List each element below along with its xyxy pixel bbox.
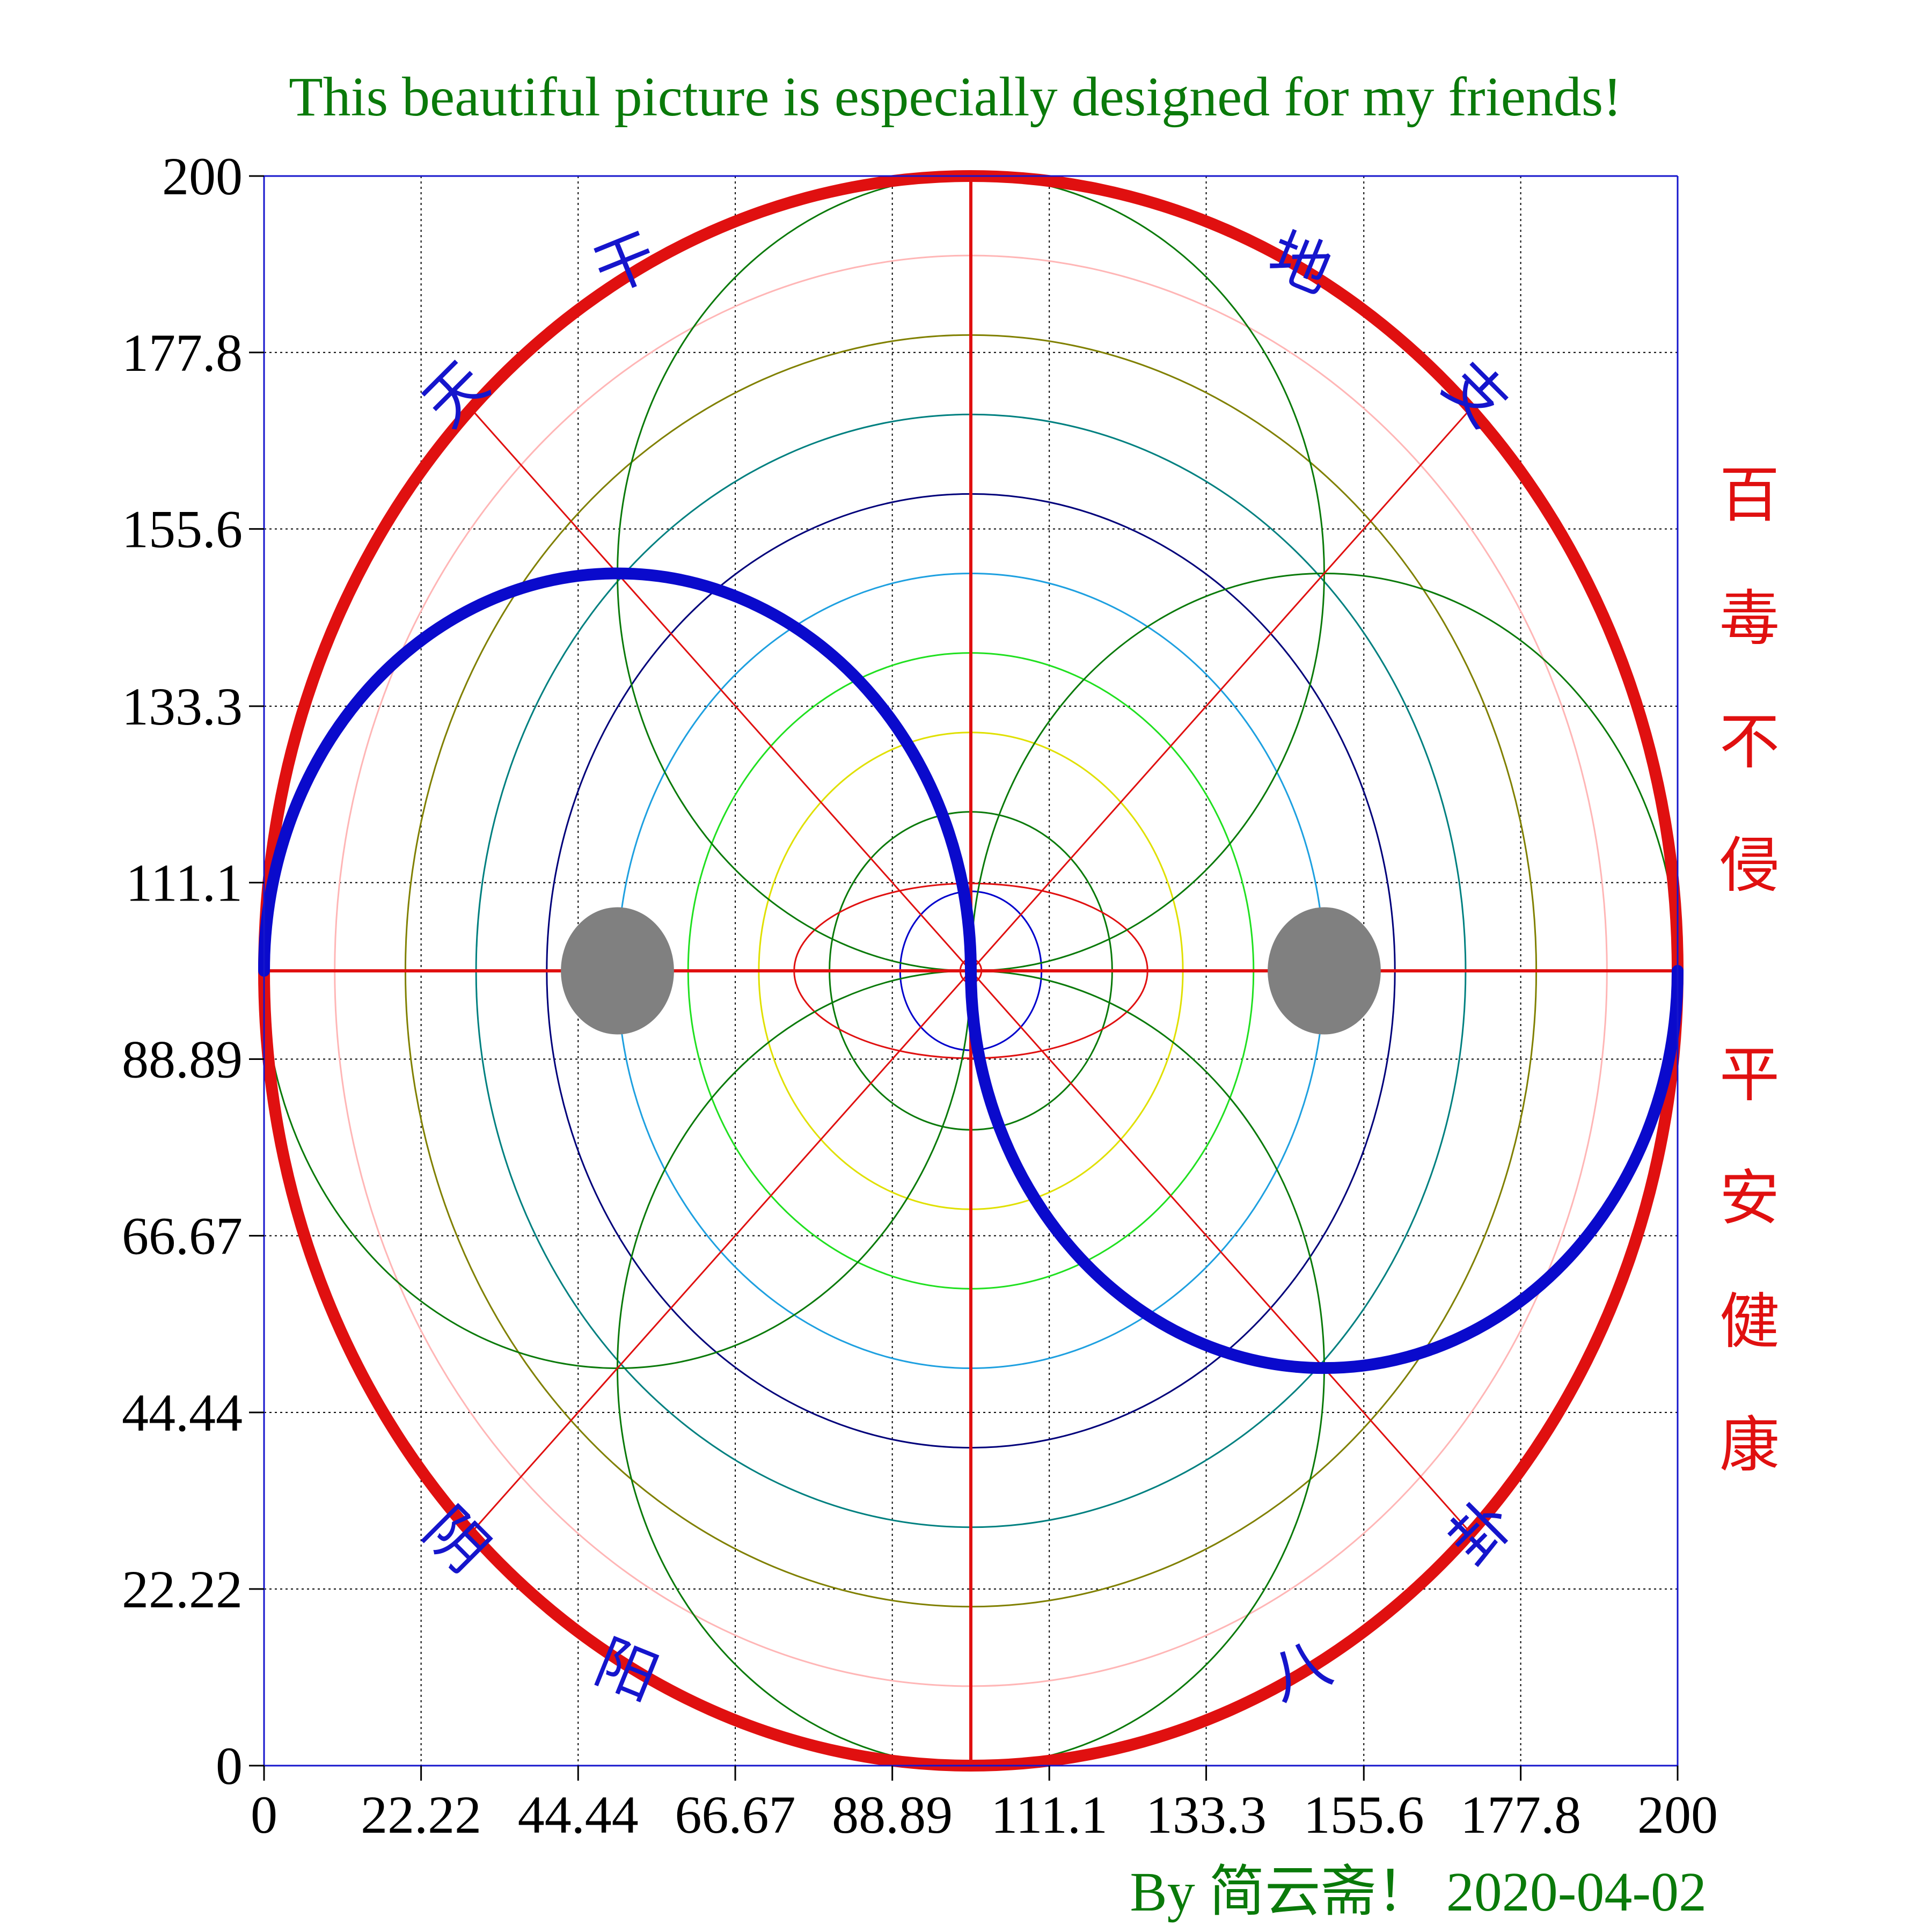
y-tick-label: 155.6 bbox=[122, 500, 243, 559]
gray-dot bbox=[561, 907, 674, 1035]
x-tick-label: 177.8 bbox=[1460, 1785, 1581, 1845]
y-tick-label: 200 bbox=[162, 147, 243, 206]
x-tick-label: 0 bbox=[251, 1785, 277, 1845]
side-char: 康 bbox=[1719, 1410, 1780, 1480]
y-tick-label: 133.3 bbox=[122, 677, 243, 736]
gray-dot bbox=[1268, 907, 1381, 1035]
side-text: 百 毒 不 侵 平 安 健 康 bbox=[1719, 460, 1780, 1480]
credit-text: By 简云斋！ 2020-04-02 bbox=[1130, 1861, 1707, 1923]
tick-labels: 0 22.22 44.44 66.67 88.89 111.1 133.3 155.6 177.… bbox=[122, 147, 1718, 1845]
side-char: 百 bbox=[1719, 460, 1780, 530]
side-char: 健 bbox=[1719, 1287, 1780, 1357]
x-tick-label: 44.44 bbox=[518, 1785, 639, 1845]
side-char: 安 bbox=[1719, 1163, 1780, 1233]
y-tick-label: 22.22 bbox=[122, 1560, 243, 1619]
side-char: 毒 bbox=[1719, 584, 1780, 654]
x-tick-label: 200 bbox=[1637, 1785, 1718, 1845]
axes bbox=[249, 175, 1679, 1781]
x-tick-label: 66.67 bbox=[675, 1785, 796, 1845]
side-char: 平 bbox=[1719, 1040, 1780, 1110]
y-tick-label: 111.1 bbox=[126, 853, 243, 913]
y-tick-label: 0 bbox=[216, 1736, 243, 1796]
y-tick-label: 44.44 bbox=[122, 1383, 243, 1443]
chart-title: This beautiful picture is especially des… bbox=[289, 66, 1622, 128]
x-tick-label: 111.1 bbox=[991, 1785, 1108, 1845]
y-tick-label: 88.89 bbox=[122, 1030, 243, 1089]
y-tick-label: 177.8 bbox=[122, 323, 243, 383]
yin-yang-curve bbox=[258, 567, 1684, 1374]
x-tick-label: 88.89 bbox=[832, 1785, 953, 1845]
y-tick-label: 66.67 bbox=[122, 1206, 243, 1266]
side-char: 侵 bbox=[1719, 831, 1780, 901]
side-char: 不 bbox=[1719, 707, 1780, 777]
x-tick-label: 155.6 bbox=[1304, 1785, 1424, 1845]
x-tick-label: 22.22 bbox=[361, 1785, 481, 1845]
x-tick-label: 133.3 bbox=[1146, 1785, 1267, 1845]
